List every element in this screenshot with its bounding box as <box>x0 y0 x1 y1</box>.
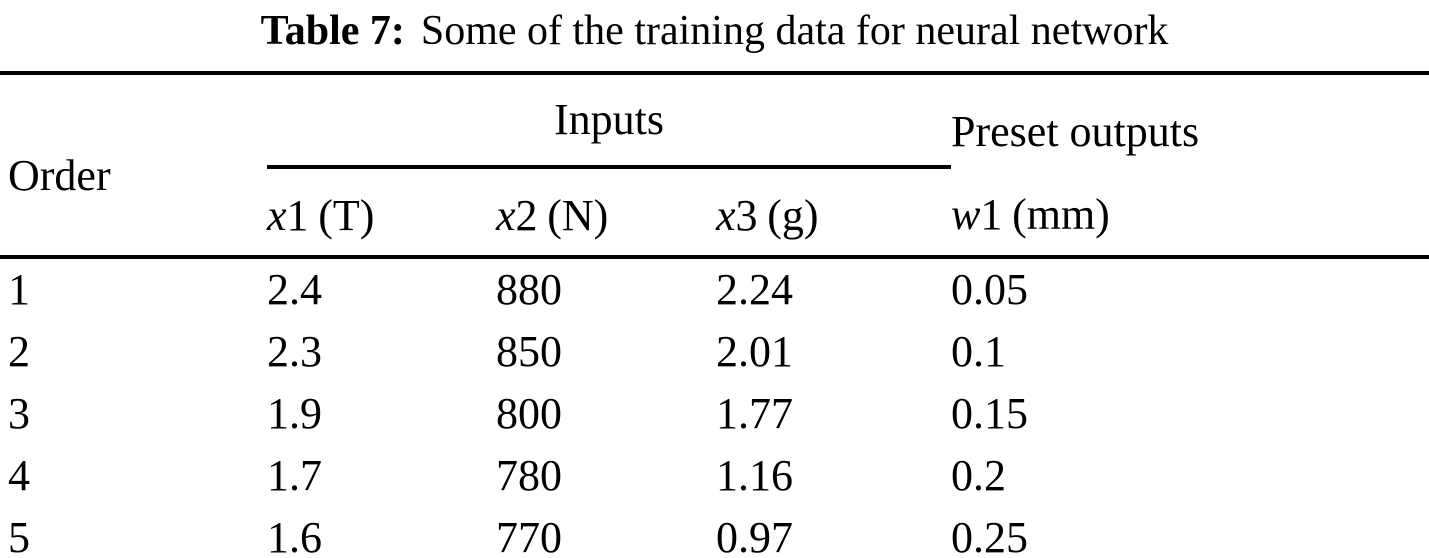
cell-x1: 2.3 <box>267 327 322 376</box>
table-caption: Table 7: Some of the training data for ne… <box>0 0 1429 71</box>
table-caption-text: Some of the training data for neural net… <box>420 8 1169 54</box>
cell-x2: 880 <box>496 265 562 314</box>
cell-w1: 0.15 <box>951 389 1029 438</box>
cell-x1: 1.7 <box>267 451 322 500</box>
cell-x3: 1.16 <box>716 451 793 500</box>
x3-unit: (g) <box>767 191 819 240</box>
table-row: 1 2.4 880 2.24 0.05 <box>0 257 1429 321</box>
w1-unit: (mm) <box>1012 190 1110 239</box>
cell-x3: 2.24 <box>716 265 793 314</box>
x2-unit: (N) <box>547 191 609 240</box>
cell-x3: 2.01 <box>716 327 793 376</box>
cell-x1: 2.4 <box>267 265 322 314</box>
column-header-x2: x2 (N) <box>496 167 716 259</box>
x2-index: 2 <box>515 191 538 240</box>
x3-index: 3 <box>735 191 758 240</box>
training-data-table: Order Inputs Preset outputs x1 (T) x2 (N) … <box>0 71 1429 558</box>
table-row: 3 1.9 800 1.77 0.15 <box>0 383 1429 445</box>
column-header-x3: x3 (g) <box>716 167 952 259</box>
column-group-preset-outputs: Preset outputs <box>951 71 1429 167</box>
cell-x2: 780 <box>496 451 562 500</box>
cell-order: 5 <box>0 507 267 558</box>
cell-x1: 1.9 <box>267 389 322 438</box>
table-caption-label: Table 7: <box>260 8 405 54</box>
cell-x3: 0.97 <box>716 507 952 558</box>
cell-x2: 770 <box>496 507 716 558</box>
sub-header-row: x1 (T) x2 (N) x3 (g) w1 (mm) <box>0 167 1429 259</box>
cell-x2: 800 <box>496 389 562 438</box>
cell-w1: 0.25 <box>951 507 1429 558</box>
x3-variable: x <box>716 191 736 240</box>
x1-index: 1 <box>286 191 309 240</box>
x1-unit: (T) <box>318 191 375 240</box>
column-group-inputs: Inputs <box>267 71 952 169</box>
cell-order: 1 <box>8 265 30 314</box>
table-body: 1 2.4 880 2.24 0.05 2 2.3 850 2.01 0.1 3… <box>0 257 1429 558</box>
x2-variable: x <box>496 191 516 240</box>
column-header-w1: w1 (mm) <box>951 167 1429 259</box>
w1-variable: w <box>951 190 981 239</box>
cell-order: 4 <box>8 451 30 500</box>
cell-w1: 0.05 <box>951 265 1029 314</box>
cell-x1: 1.6 <box>267 507 496 558</box>
table-row: 5 1.6 770 0.97 0.25 <box>0 507 1429 558</box>
cell-x2: 850 <box>496 327 562 376</box>
w1-index: 1 <box>980 190 1003 239</box>
column-header-order: Order <box>0 71 267 259</box>
cell-x3: 1.77 <box>716 389 793 438</box>
group-header-row: Order Inputs Preset outputs <box>0 71 1429 259</box>
x1-variable: x <box>267 191 287 240</box>
cell-w1: 0.1 <box>951 327 1007 376</box>
table-row: 4 1.7 780 1.16 0.2 <box>0 445 1429 507</box>
cell-order: 3 <box>8 389 30 438</box>
column-header-x1: x1 (T) <box>267 167 496 259</box>
table-row: 2 2.3 850 2.01 0.1 <box>0 321 1429 383</box>
cell-order: 2 <box>8 327 30 376</box>
table-header: Order Inputs Preset outputs x1 (T) x2 (N) … <box>0 71 1429 259</box>
cell-w1: 0.2 <box>951 451 1007 500</box>
